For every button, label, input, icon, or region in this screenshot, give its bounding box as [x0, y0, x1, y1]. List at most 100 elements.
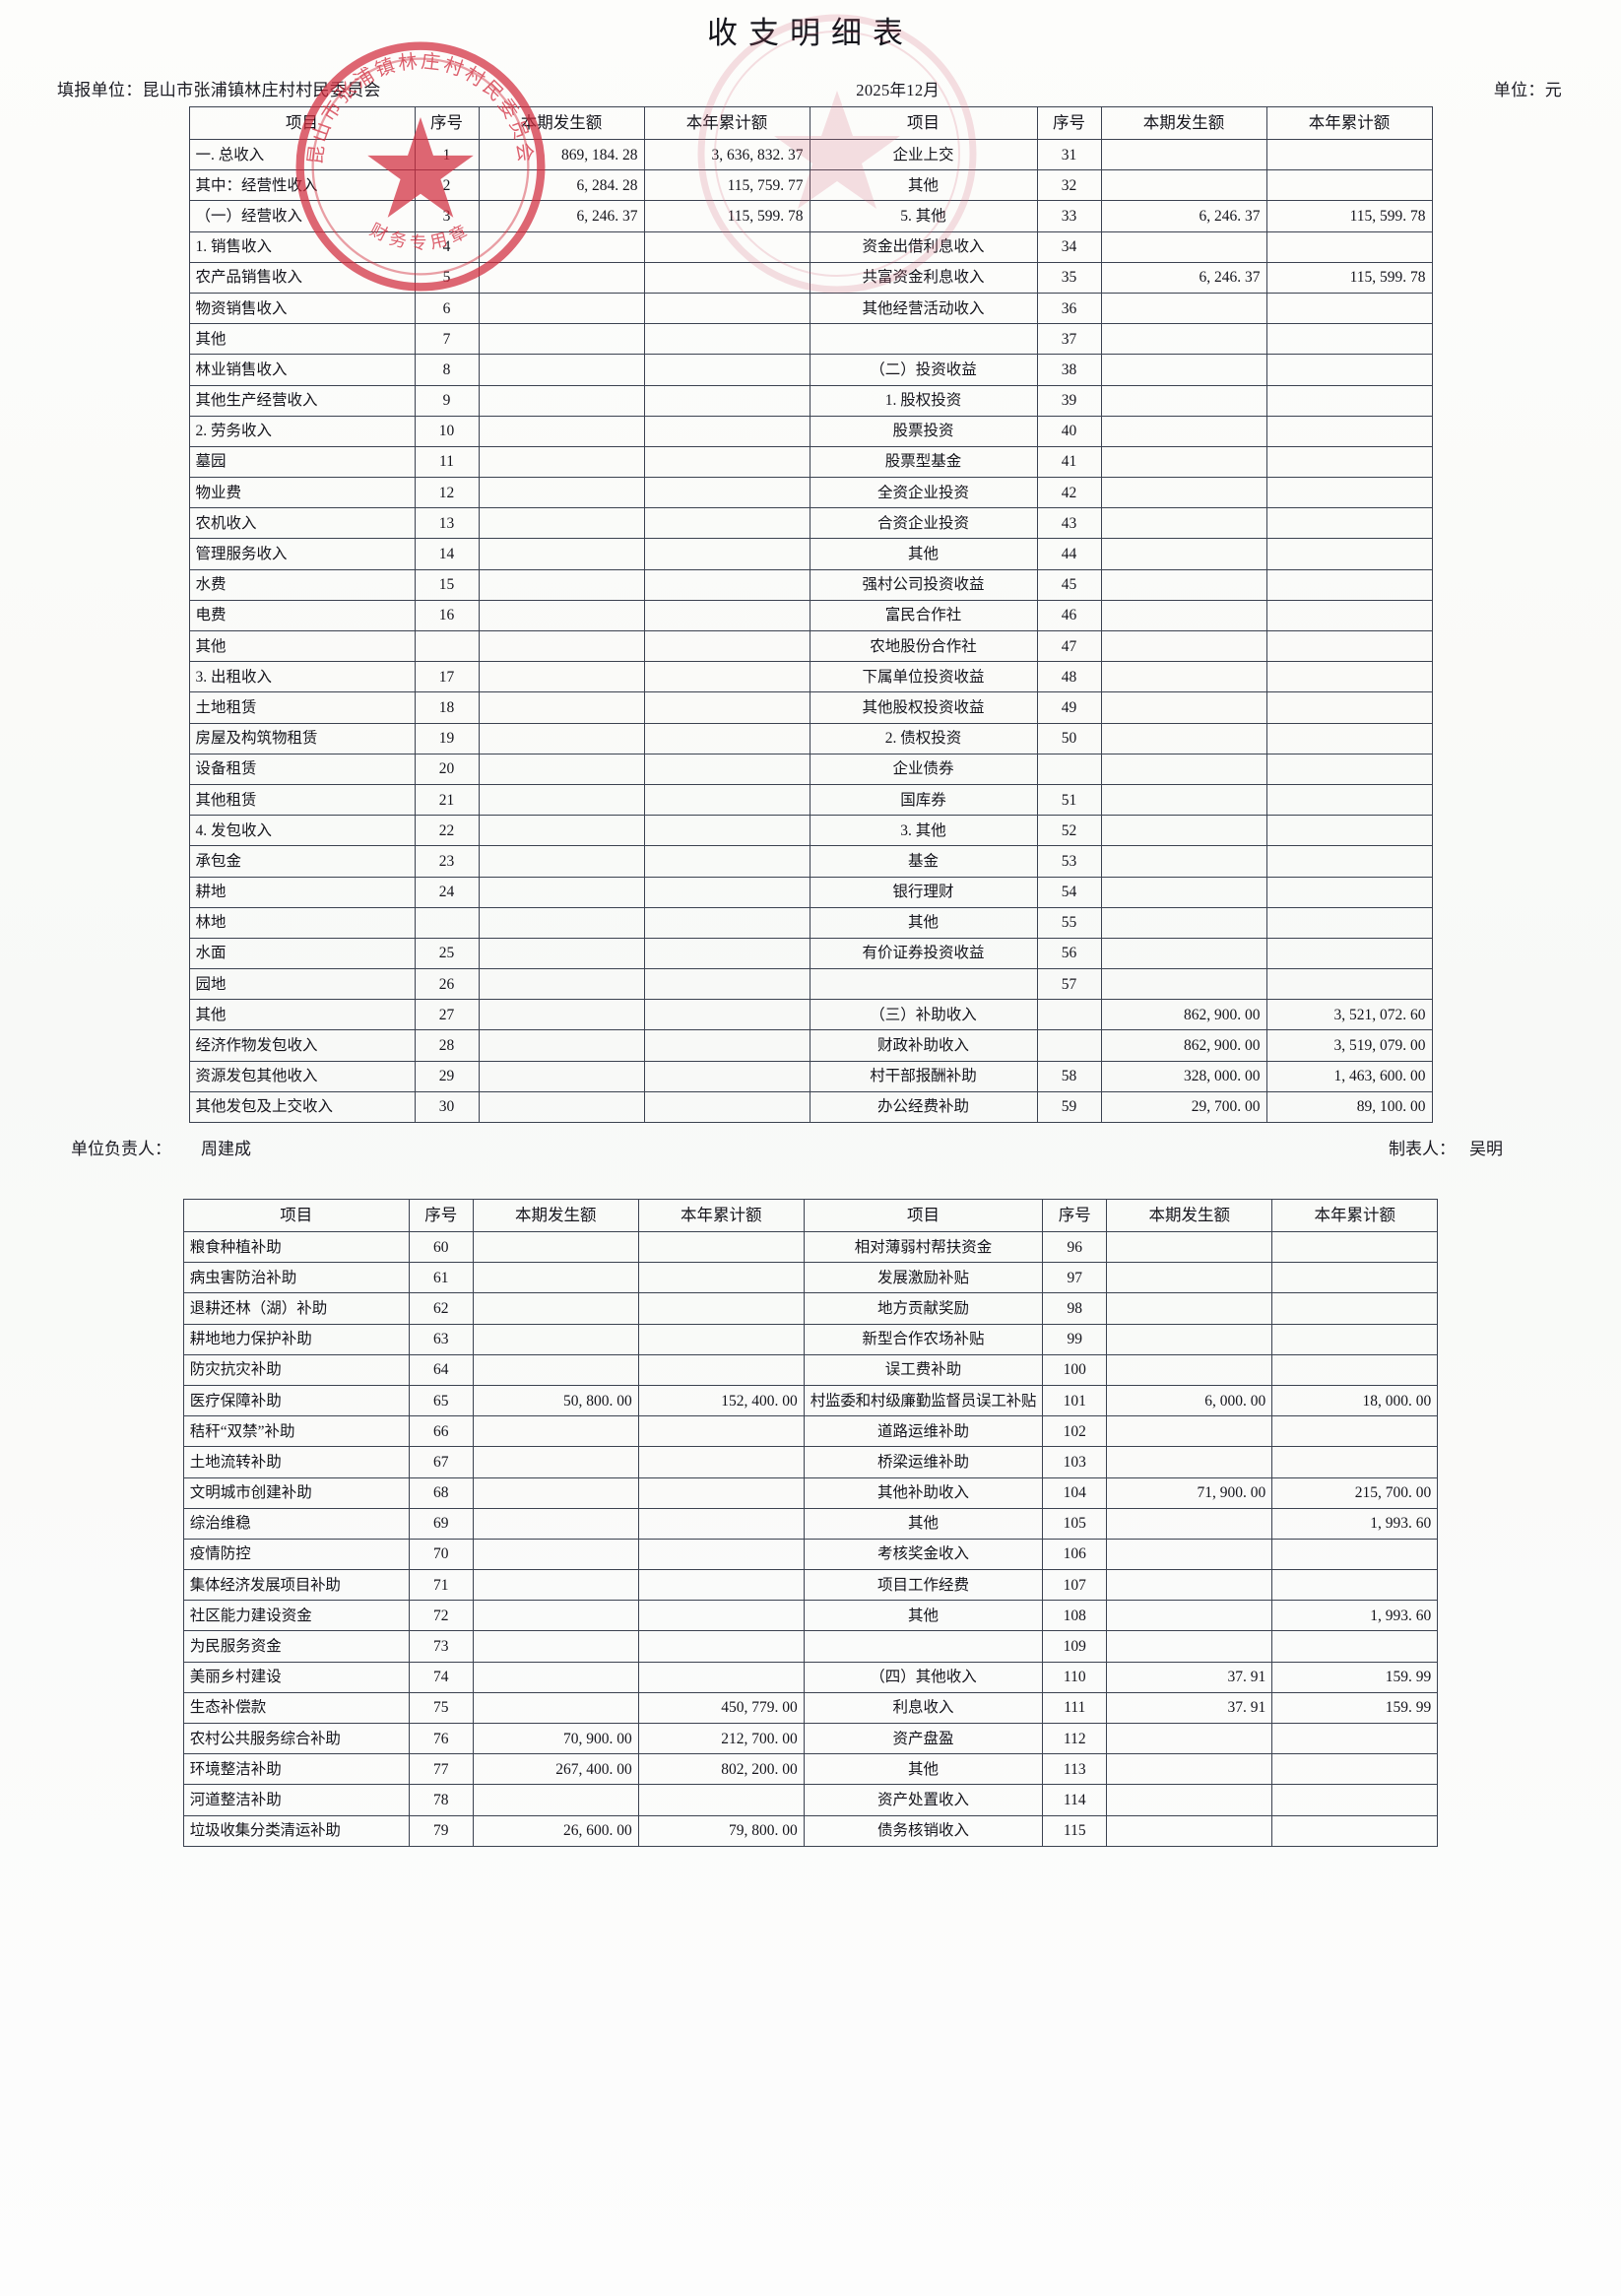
col2-current-left: 本期发生额 — [472, 1199, 639, 1232]
row-item-left: 集体经济发展项目补助 — [182, 1569, 410, 1602]
row-ytd-left — [643, 629, 810, 663]
row-no-right: 37 — [1036, 323, 1102, 356]
row-no-left: 66 — [408, 1415, 474, 1448]
row-ytd-left — [637, 1446, 805, 1478]
row-no-right: 103 — [1042, 1446, 1108, 1478]
row-no-left — [414, 629, 480, 663]
row-item-right: 债务核销收入 — [803, 1814, 1044, 1847]
row-current-right — [1106, 1814, 1273, 1847]
row-ytd-right — [1271, 1262, 1439, 1294]
row-ytd-left — [643, 261, 810, 294]
row-no-right: 59 — [1036, 1090, 1102, 1124]
row-ytd-left — [643, 722, 810, 754]
table1-body: 一. 总收入 1 869, 184. 28 3, 636, 832. 37 企业上交 31… — [188, 138, 1433, 1124]
row-current-left — [478, 937, 645, 970]
row-no-left: 30 — [414, 1090, 480, 1124]
row-current-left — [478, 722, 645, 754]
row-no-right: 44 — [1036, 538, 1102, 570]
row-current-right: 71, 900. 00 — [1106, 1476, 1273, 1509]
row-ytd-left — [637, 1538, 805, 1571]
row-ytd-right: 159. 99 — [1271, 1691, 1439, 1725]
row-item-left: 物业费 — [188, 477, 416, 509]
table-row: 耕地 24 银行理财 54 — [188, 876, 1433, 908]
row-ytd-left — [643, 815, 810, 847]
table-row: 病虫害防治补助 61 发展激励补贴 97 — [182, 1262, 1439, 1294]
row-current-right: 862, 900. 00 — [1100, 1029, 1267, 1062]
row-no-right: 33 — [1036, 200, 1102, 232]
row-ytd-left: 212, 700. 00 — [637, 1722, 805, 1755]
row-item-left: 其他 — [188, 629, 416, 663]
row-no-right — [1036, 999, 1102, 1031]
row-no-right: 47 — [1036, 629, 1102, 663]
row-no-left: 60 — [408, 1230, 474, 1264]
row-no-left: 12 — [414, 477, 480, 509]
row-ytd-right — [1271, 1446, 1439, 1478]
col-no-left: 序号 — [414, 106, 480, 140]
row-item-left: 耕地 — [188, 876, 416, 908]
row-current-right — [1100, 661, 1267, 693]
row-no-right: 114 — [1042, 1784, 1108, 1816]
row-ytd-left — [643, 507, 810, 540]
row-current-right — [1106, 1507, 1273, 1540]
row-item-right: 股票投资 — [809, 415, 1038, 447]
row-ytd-right — [1271, 1353, 1439, 1386]
row-ytd-right — [1265, 230, 1433, 263]
unit-leader-name: 周建成 — [201, 1140, 251, 1158]
row-no-left: 75 — [408, 1691, 474, 1725]
row-item-left: 粮食种植补助 — [182, 1230, 410, 1264]
row-item-right: 企业上交 — [809, 138, 1038, 171]
row-no-right: 52 — [1036, 815, 1102, 847]
row-no-right: 101 — [1042, 1384, 1108, 1417]
row-item-left: 病虫害防治补助 — [182, 1262, 410, 1294]
row-ytd-right: 1, 993. 60 — [1271, 1507, 1439, 1540]
col-current-left: 本期发生额 — [478, 106, 645, 140]
row-no-right: 46 — [1036, 599, 1102, 632]
row-ytd-right — [1271, 1292, 1439, 1325]
row-ytd-left — [643, 477, 810, 509]
row-no-right: 110 — [1042, 1661, 1108, 1693]
unit-leader: 单位负责人： 周建成 — [71, 1135, 251, 1159]
row-ytd-left — [637, 1600, 805, 1632]
row-current-left — [478, 1090, 645, 1124]
row-ytd-right — [1265, 415, 1433, 447]
row-item-right: 富民合作社 — [809, 599, 1038, 632]
row-current-right — [1100, 968, 1267, 1001]
report-period: 2025年12月 — [856, 81, 940, 99]
row-ytd-right — [1265, 568, 1433, 601]
row-ytd-right — [1271, 1538, 1439, 1571]
row-item-right: 新型合作农场补贴 — [803, 1323, 1044, 1355]
row-item-left: 其他租赁 — [188, 783, 416, 817]
row-ytd-left — [643, 384, 810, 417]
table-row: 生态补偿款 75 450, 779. 00 利息收入 111 37. 91 159. 99 — [182, 1691, 1439, 1725]
row-current-right: 328, 000. 00 — [1100, 1060, 1267, 1092]
row-current-right — [1100, 599, 1267, 632]
row-no-left: 73 — [408, 1630, 474, 1663]
row-current-left — [472, 1230, 639, 1264]
row-item-left: 医疗保障补助 — [182, 1384, 410, 1417]
row-item-right: 其他 — [803, 1507, 1044, 1540]
row-ytd-left — [643, 354, 810, 386]
row-item-left: 文明城市创建补助 — [182, 1476, 410, 1509]
reporting-unit: 填报单位：昆山市张浦镇林庄村村民委员会 — [57, 76, 381, 100]
row-no-left: 8 — [414, 354, 480, 386]
row-item-right: 相对薄弱村帮扶资金 — [803, 1230, 1044, 1264]
row-no-right: 102 — [1042, 1415, 1108, 1448]
row-no-left: 11 — [414, 445, 480, 479]
row-ytd-left: 115, 759. 77 — [643, 169, 810, 202]
row-ytd-right — [1265, 845, 1433, 878]
row-current-left — [472, 1507, 639, 1540]
row-current-left — [478, 1060, 645, 1092]
row-item-right: 下属单位投资收益 — [809, 661, 1038, 693]
table-row: 其他 7 37 — [188, 323, 1433, 356]
row-no-right: 39 — [1036, 384, 1102, 417]
row-item-left: 秸秆“双禁”补助 — [182, 1415, 410, 1448]
row-current-right — [1106, 1230, 1273, 1264]
row-item-right: 财政补助收入 — [809, 1029, 1038, 1062]
row-item-left: 承包金 — [188, 845, 416, 878]
row-item-right: 考核奖金收入 — [803, 1538, 1044, 1571]
row-item-right: 其他 — [803, 1600, 1044, 1632]
row-no-right: 36 — [1036, 292, 1102, 325]
row-current-left — [472, 1630, 639, 1663]
row-no-left: 77 — [408, 1753, 474, 1786]
row-no-right: 43 — [1036, 507, 1102, 540]
